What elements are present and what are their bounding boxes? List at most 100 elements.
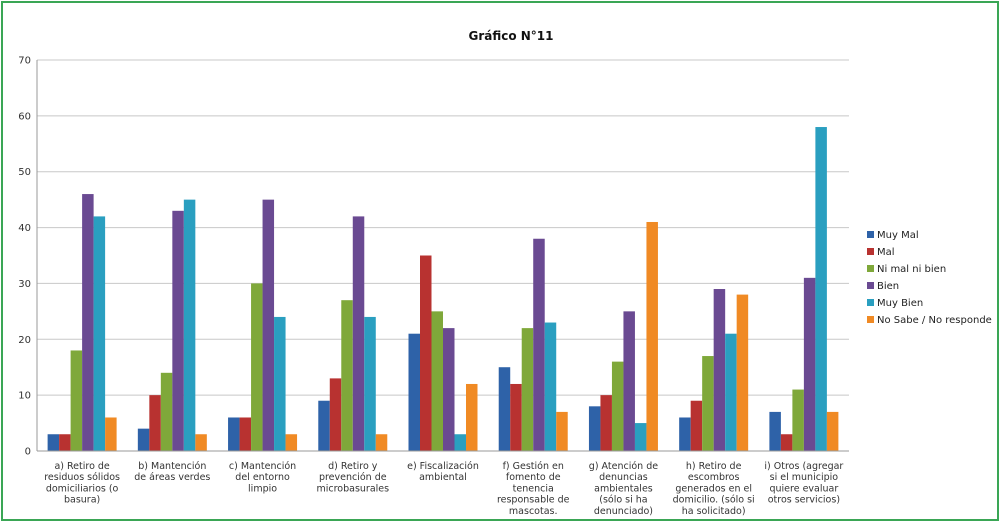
bar-muy-mal-0 xyxy=(47,434,60,451)
legend-label: Bien xyxy=(877,281,899,292)
bar-muy-bien-4 xyxy=(454,434,466,451)
x-tick-label-line: i) Otros (agregar xyxy=(764,461,843,472)
bar-ni-mal-ni-bien-2 xyxy=(251,283,263,451)
legend-item: Ni mal ni bien xyxy=(867,264,946,275)
bar-muy-mal-1 xyxy=(137,428,150,451)
x-tick-label-line: domicilio. (sólo si xyxy=(673,495,755,506)
x-tick-label-line: de áreas verdes xyxy=(134,472,210,483)
bar-mal-3 xyxy=(329,378,342,451)
x-tick-label-line: responsable de xyxy=(497,495,570,506)
bar-ni-mal-ni-bien-5 xyxy=(521,328,534,451)
legend-item: Muy Bien xyxy=(867,298,923,309)
bar-bien-5 xyxy=(533,238,545,451)
bar-mal-5 xyxy=(510,383,522,451)
bar-mal-1 xyxy=(149,395,161,451)
y-tick-label: 10 xyxy=(18,391,31,402)
legend-label: Mal xyxy=(877,247,895,258)
bar-muy-bien-7 xyxy=(725,333,737,451)
bar-mal-8 xyxy=(780,434,793,451)
bar-muy-bien-2 xyxy=(274,316,286,451)
bar-bien-3 xyxy=(352,216,365,451)
bar-muy-bien-5 xyxy=(544,322,557,451)
legend-label: Muy Mal xyxy=(877,230,919,241)
y-tick-label: 50 xyxy=(18,167,31,178)
x-tick-label-line: ha solicitado) xyxy=(682,506,746,517)
bar-no-sabe-no-responde-3 xyxy=(375,434,388,451)
bar-ni-mal-ni-bien-3 xyxy=(341,300,353,451)
x-tick-label: i) Otros (agregar si el municipio quiere e… xyxy=(764,461,843,506)
bar-muy-bien-8 xyxy=(815,127,827,452)
bar-muy-mal-4 xyxy=(408,333,420,451)
bar-mal-4 xyxy=(420,255,432,451)
x-tick-label-line: escombros xyxy=(688,472,740,483)
bar-no-sabe-no-responde-8 xyxy=(826,411,839,451)
x-tick-label-line: domiciliarios (o xyxy=(46,483,119,494)
legend-item: Bien xyxy=(867,281,899,292)
chart-title: Gráfico N°11 xyxy=(468,29,553,43)
bar-bien-2 xyxy=(262,199,275,451)
y-tick-label: 70 xyxy=(18,56,31,67)
x-tick-label-line: e) Fiscalización xyxy=(407,461,479,472)
x-axis: a) Retiro de residuos sólidos domiciliario… xyxy=(37,450,849,517)
x-tick-label: c) Mantención del entorno limpio xyxy=(229,461,296,494)
legend-label: Muy Bien xyxy=(877,298,923,309)
legend-swatch xyxy=(867,316,874,323)
bar-muy-mal-2 xyxy=(228,417,240,451)
x-tick-label-line: otros servicios) xyxy=(768,495,840,506)
x-tick-label-line: f) Gestión en xyxy=(503,461,564,472)
y-tick-label: 40 xyxy=(18,223,31,234)
x-tick-label-line: del entorno xyxy=(235,472,290,483)
legend-swatch xyxy=(867,265,874,272)
bar-no-sabe-no-responde-2 xyxy=(285,434,298,451)
x-tick-label: e) Fiscalización ambiental xyxy=(407,461,479,483)
x-tick-label: a) Retiro de residuos sólidos domiciliario… xyxy=(44,461,120,506)
bar-mal-7 xyxy=(690,400,703,451)
legend-item: Muy Mal xyxy=(867,230,919,241)
x-tick-label-line: denuncias xyxy=(599,472,648,483)
x-tick-label-line: (sólo si ha xyxy=(599,495,647,506)
x-tick-label-line: denunciado) xyxy=(594,506,653,517)
x-tick-label-line: h) Retiro de xyxy=(686,461,742,472)
x-tick-label-line: microbasurales xyxy=(316,483,389,494)
bar-ni-mal-ni-bien-6 xyxy=(611,361,624,451)
legend-swatch xyxy=(867,282,874,289)
x-tick-label-line: mascotas. xyxy=(509,506,558,517)
bar-ni-mal-ni-bien-1 xyxy=(160,372,173,451)
x-tick-label-line: residuos sólidos xyxy=(44,472,120,483)
y-tick-label: 20 xyxy=(18,335,31,346)
bar-muy-mal-5 xyxy=(498,367,511,451)
legend-item: No Sabe / No responde xyxy=(867,315,992,326)
y-tick-label: 60 xyxy=(18,111,31,122)
legend-swatch xyxy=(867,299,874,306)
x-tick-label-line: si el municipio xyxy=(770,472,839,483)
bar-muy-mal-3 xyxy=(318,400,330,451)
y-tick-label: 0 xyxy=(25,447,31,458)
bar-muy-mal-7 xyxy=(679,417,691,451)
bar-muy-mal-8 xyxy=(769,411,781,451)
bar-ni-mal-ni-bien-7 xyxy=(702,356,714,451)
x-tick-label-line: quiere evaluar xyxy=(769,483,838,494)
bar-bien-0 xyxy=(82,194,94,452)
bar-muy-bien-1 xyxy=(183,199,196,451)
bars xyxy=(47,127,839,452)
bar-ni-mal-ni-bien-8 xyxy=(792,389,804,451)
x-tick-label-line: prevención de xyxy=(319,472,387,483)
x-tick-label-line: limpio xyxy=(248,483,277,494)
bar-chart: Gráfico N°11 0 10 20 30 40 50 60 70 a) Retiro d… xyxy=(18,29,992,517)
x-tick-label-line: d) Retiro y xyxy=(328,461,378,472)
legend: Muy Mal Mal Ni mal ni bien Bien Muy Bien No S… xyxy=(867,230,992,326)
legend-swatch xyxy=(867,231,874,238)
bar-bien-1 xyxy=(172,210,184,451)
bar-bien-7 xyxy=(713,289,726,451)
bar-bien-6 xyxy=(623,311,635,451)
bar-muy-bien-6 xyxy=(634,423,647,451)
y-axis: 0 10 20 30 40 50 60 70 xyxy=(18,56,38,458)
bar-mal-0 xyxy=(59,434,71,451)
x-tick-label-line: ambientales xyxy=(594,483,653,494)
bar-muy-bien-0 xyxy=(93,216,106,451)
x-tick-label: d) Retiro y prevención de microbasurales xyxy=(316,461,389,494)
x-tick-label-line: basura) xyxy=(64,495,100,506)
bar-no-sabe-no-responde-4 xyxy=(466,383,478,451)
x-tick-label-line: tenencia xyxy=(513,483,554,494)
